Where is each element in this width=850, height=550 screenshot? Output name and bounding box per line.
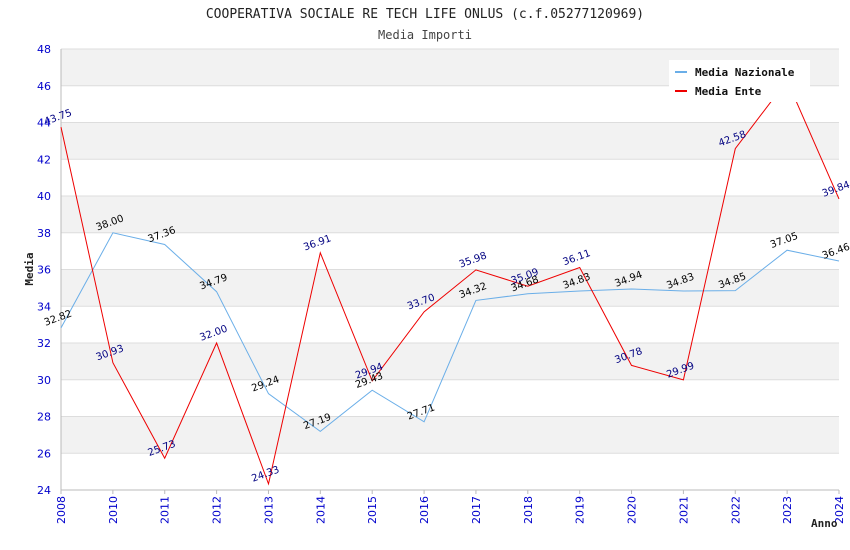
data-label: 37.05 bbox=[769, 231, 800, 251]
y-tick-label: 44 bbox=[37, 117, 51, 130]
y-tick-label: 30 bbox=[37, 374, 51, 387]
x-tick-label: 2023 bbox=[781, 496, 794, 524]
y-tick-label: 38 bbox=[37, 227, 51, 240]
y-tick-label: 28 bbox=[37, 411, 51, 424]
data-label: 35.98 bbox=[458, 250, 489, 270]
legend: Media Nazionale Media Ente bbox=[669, 60, 810, 102]
legend-label: Media Nazionale bbox=[695, 66, 795, 79]
data-label: 24.33 bbox=[250, 465, 281, 485]
y-tick-label: 46 bbox=[37, 80, 51, 93]
y-tick-label: 32 bbox=[37, 337, 51, 350]
chart-title: COOPERATIVA SOCIALE RE TECH LIFE ONLUS (… bbox=[206, 7, 644, 22]
x-tick-label: 2017 bbox=[470, 496, 483, 524]
x-tick-label: 2022 bbox=[729, 496, 742, 524]
y-tick-label: 34 bbox=[37, 300, 51, 313]
grid-band bbox=[61, 196, 839, 233]
data-label: 36.46 bbox=[821, 242, 850, 262]
x-tick-label: 2011 bbox=[159, 496, 172, 524]
x-tick-label: 2019 bbox=[574, 496, 587, 524]
y-axis-label: Media bbox=[23, 252, 36, 285]
legend-label: Media Ente bbox=[695, 85, 762, 98]
series-line-media-nazionale bbox=[60, 232, 840, 433]
y-tick-label: 36 bbox=[37, 264, 51, 277]
y-tick-label: 42 bbox=[37, 153, 51, 166]
grid-band bbox=[61, 269, 839, 307]
y-tick-label: 24 bbox=[37, 484, 51, 497]
x-tick-label: 2010 bbox=[107, 496, 120, 524]
grid-band bbox=[61, 416, 839, 454]
x-tick-label: 2012 bbox=[211, 496, 224, 524]
data-label: 36.91 bbox=[302, 233, 333, 253]
legend-box bbox=[669, 60, 810, 102]
x-tick-label: 2013 bbox=[262, 496, 275, 524]
x-tick-label: 2015 bbox=[366, 496, 379, 524]
y-tick-label: 40 bbox=[37, 190, 51, 203]
x-tick-label: 2016 bbox=[418, 496, 431, 524]
x-tick-label: 2020 bbox=[626, 496, 639, 524]
y-tick-label: 26 bbox=[37, 447, 51, 460]
x-tick-label: 2014 bbox=[314, 496, 327, 524]
x-axis-label: Anno bbox=[811, 517, 838, 530]
x-tick-label: 2008 bbox=[55, 496, 68, 524]
grid-band bbox=[61, 122, 839, 160]
chart-subtitle: Media Importi bbox=[378, 28, 472, 42]
series-line-media-ente bbox=[60, 79, 840, 486]
data-label: 32.00 bbox=[198, 324, 229, 344]
data-label: 36.11 bbox=[561, 248, 592, 268]
x-tick-label: 2018 bbox=[522, 496, 535, 524]
x-tick-label: 2021 bbox=[677, 496, 690, 524]
y-tick-label: 48 bbox=[37, 43, 51, 56]
x-tick-label: 2024 bbox=[833, 496, 846, 524]
